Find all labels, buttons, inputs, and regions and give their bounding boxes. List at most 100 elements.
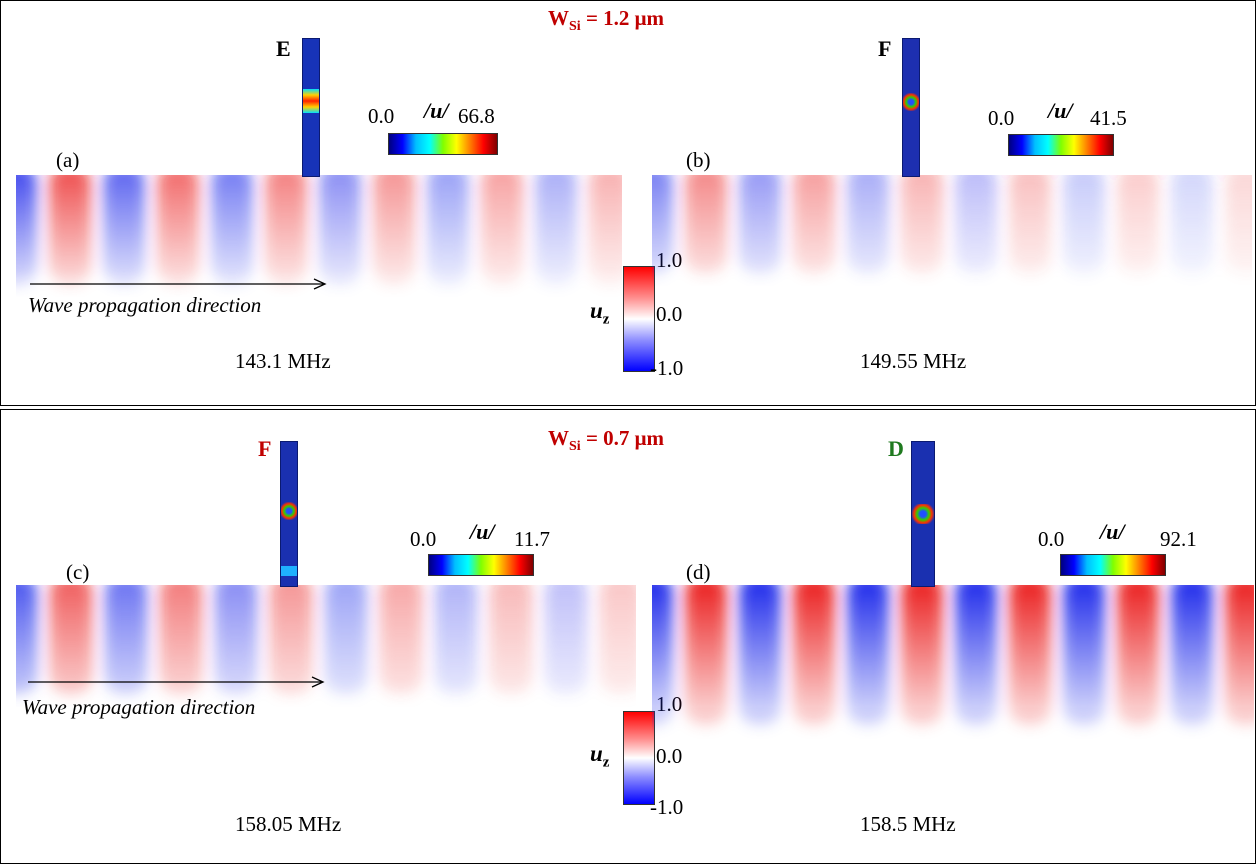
panel-group-top bbox=[0, 0, 1256, 406]
pillar-b bbox=[902, 38, 920, 177]
field-lobe-positive bbox=[49, 175, 91, 285]
panel-label-d: (d) bbox=[686, 560, 711, 584]
uz-mid-top: 0.0 bbox=[656, 302, 683, 326]
colorbar-min-c: 0.0 bbox=[410, 527, 437, 551]
colorbar-a bbox=[388, 133, 498, 155]
field-lobe-negative bbox=[544, 585, 588, 695]
field-lobe-positive bbox=[589, 175, 622, 285]
field-lobe-positive bbox=[269, 585, 313, 695]
field-lobe-positive bbox=[1117, 175, 1159, 275]
field-lobe-negative bbox=[1171, 175, 1213, 275]
field-lobe-positive bbox=[901, 585, 943, 725]
field-lobe-negative bbox=[211, 175, 253, 285]
field-lobe-positive bbox=[157, 175, 199, 285]
colorbar-max-a: 66.8 bbox=[458, 104, 495, 128]
field-lobe-negative bbox=[16, 175, 37, 285]
field-lobe-positive bbox=[1009, 585, 1051, 725]
uz-colorbar-top bbox=[623, 266, 655, 372]
field-lobe-positive bbox=[901, 175, 943, 275]
colorbar-min-a: 0.0 bbox=[368, 104, 395, 128]
mode-label-a: E bbox=[276, 36, 291, 61]
field-lobe-negative bbox=[434, 585, 478, 695]
field-map-c bbox=[16, 585, 636, 695]
colorbar-c bbox=[428, 554, 534, 576]
field-lobe-negative bbox=[16, 585, 38, 695]
frequency-c: 158.05 MHz bbox=[235, 812, 342, 836]
colorbar-title-a: /u/ bbox=[424, 98, 449, 123]
colorbar-max-b: 41.5 bbox=[1090, 106, 1127, 130]
uz-colorbar-bottom bbox=[623, 711, 655, 805]
colorbar-max-c: 11.7 bbox=[514, 527, 550, 551]
panel-label-c: (c) bbox=[66, 560, 90, 584]
arrow-text-c: Wave propagation direction bbox=[22, 695, 256, 719]
field-lobe-negative bbox=[535, 175, 577, 285]
field-lobe-negative bbox=[104, 585, 148, 695]
panel-group-bottom bbox=[0, 409, 1256, 864]
colorbar-min-b: 0.0 bbox=[988, 106, 1015, 130]
field-lobe-negative bbox=[214, 585, 258, 695]
field-lobe-negative bbox=[847, 175, 889, 275]
field-lobe-negative bbox=[324, 585, 368, 695]
field-lobe-positive bbox=[685, 175, 727, 275]
arrow-a bbox=[30, 278, 327, 290]
field-map-b bbox=[652, 175, 1252, 275]
colorbar-b bbox=[1008, 134, 1114, 156]
panel-label-a: (a) bbox=[56, 148, 80, 172]
field-lobe-negative bbox=[1171, 585, 1213, 725]
uz-min-bottom: -1.0 bbox=[650, 795, 684, 819]
field-lobe-positive bbox=[373, 175, 415, 285]
field-lobe-negative bbox=[652, 585, 673, 725]
field-lobe-positive bbox=[489, 585, 533, 695]
field-lobe-positive bbox=[481, 175, 523, 285]
colorbar-min-d: 0.0 bbox=[1038, 527, 1065, 551]
uz-min-top: -1.0 bbox=[650, 356, 684, 380]
field-lobe-positive bbox=[265, 175, 307, 285]
field-lobe-positive bbox=[1009, 175, 1051, 275]
field-lobe-negative bbox=[319, 175, 361, 285]
field-lobe-positive bbox=[49, 585, 93, 695]
frequency-b: 149.55 MHz bbox=[860, 349, 967, 373]
mode-label-c: F bbox=[258, 436, 272, 461]
top-title: WSi = 1.2 μm bbox=[548, 6, 665, 35]
field-lobe-negative bbox=[739, 175, 781, 275]
bottom-title: WSi = 0.7 μm bbox=[548, 426, 665, 455]
field-lobe-positive bbox=[599, 585, 636, 695]
field-map-a bbox=[16, 175, 622, 285]
field-lobe-positive bbox=[1225, 585, 1254, 725]
uz-label-top: uz bbox=[590, 298, 610, 328]
field-map-d bbox=[652, 585, 1254, 725]
uz-mid-bottom: 0.0 bbox=[656, 744, 683, 768]
colorbar-title-b: /u/ bbox=[1048, 98, 1073, 123]
colorbar-title-d: /u/ bbox=[1100, 519, 1125, 544]
field-lobe-positive bbox=[685, 585, 727, 725]
field-lobe-negative bbox=[427, 175, 469, 285]
uz-label-bottom: uz bbox=[590, 741, 610, 771]
field-lobe-negative bbox=[1063, 585, 1105, 725]
pillar-c bbox=[280, 441, 298, 587]
colorbar-title-c: /u/ bbox=[470, 519, 495, 544]
field-lobe-negative bbox=[847, 585, 889, 725]
field-lobe-positive bbox=[379, 585, 423, 695]
arrow-text-a: Wave propagation direction bbox=[28, 293, 262, 317]
field-lobe-positive bbox=[793, 175, 835, 275]
arrow-c bbox=[28, 676, 325, 688]
field-lobe-positive bbox=[1117, 585, 1159, 725]
frequency-d: 158.5 MHz bbox=[860, 812, 956, 836]
field-lobe-negative bbox=[955, 585, 997, 725]
frequency-a: 143.1 MHz bbox=[235, 349, 331, 373]
field-lobe-negative bbox=[103, 175, 145, 285]
mode-label-d: D bbox=[888, 436, 904, 461]
field-lobe-negative bbox=[1063, 175, 1105, 275]
colorbar-d bbox=[1060, 554, 1166, 576]
pillar-a bbox=[302, 38, 320, 177]
colorbar-max-d: 92.1 bbox=[1160, 527, 1197, 551]
field-lobe-negative bbox=[955, 175, 997, 275]
field-lobe-negative bbox=[652, 175, 673, 275]
pillar-d bbox=[911, 441, 935, 587]
field-lobe-positive bbox=[1225, 175, 1252, 275]
mode-label-b: F bbox=[878, 36, 892, 61]
field-lobe-negative bbox=[739, 585, 781, 725]
panel-label-b: (b) bbox=[686, 148, 711, 172]
field-lobe-positive bbox=[159, 585, 203, 695]
field-lobe-positive bbox=[793, 585, 835, 725]
